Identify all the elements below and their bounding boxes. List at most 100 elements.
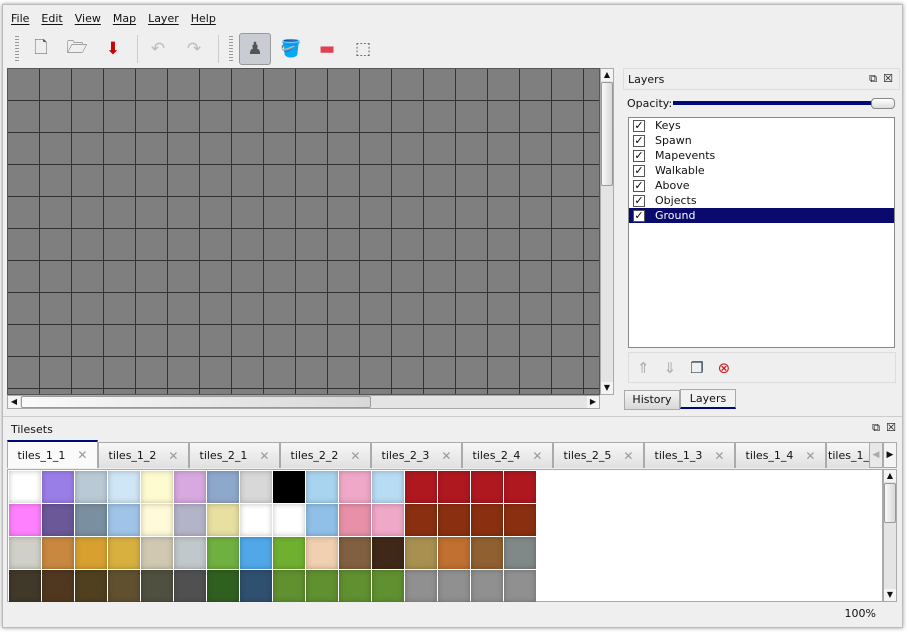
open-folder-button[interactable]: 🗁 [61,33,93,65]
layer-row[interactable]: ✓ Above [629,178,894,193]
tile[interactable] [42,471,74,503]
tile[interactable] [471,471,503,503]
tile[interactable] [438,537,470,569]
tile[interactable] [372,570,404,602]
tile[interactable] [240,504,272,536]
scroll-down-icon[interactable]: ▼ [884,589,896,601]
layer-visibility-checkbox[interactable]: ✓ [633,193,645,207]
tile[interactable] [405,504,437,536]
tileset-tab[interactable]: tiles_2_5 ✕ [553,442,644,468]
redo-button[interactable]: ↷ [178,33,210,65]
layer-visibility-checkbox[interactable]: ✓ [633,208,645,222]
tile[interactable] [207,570,239,602]
close-tab-icon[interactable]: ✕ [805,448,816,463]
scroll-right-icon[interactable]: ▶ [587,396,599,408]
tileset-tab[interactable]: tiles_1_3 ✕ [644,442,735,468]
tile[interactable] [504,504,536,536]
tile[interactable] [273,570,305,602]
close-tab-icon[interactable]: ✕ [350,448,361,463]
float-panel-icon[interactable]: ⧉ [872,421,880,434]
tile[interactable] [438,570,470,602]
bucket-fill-button[interactable]: 🪣 [275,33,307,65]
tile[interactable] [9,471,41,503]
menu-map[interactable]: Map [112,12,137,25]
close-tab-icon[interactable]: ✕ [441,448,452,463]
remove-layer-icon[interactable]: ⊗ [717,358,731,377]
tile[interactable] [9,537,41,569]
move-layer-up-icon[interactable]: ⇑ [637,358,650,377]
tile[interactable] [240,537,272,569]
tile[interactable] [141,537,173,569]
tile[interactable] [108,504,140,536]
tile[interactable] [273,537,305,569]
stamp-brush-button[interactable]: ♟ [239,33,271,65]
scroll-thumb[interactable] [21,396,371,408]
tile[interactable] [273,504,305,536]
layer-visibility-checkbox[interactable]: ✓ [633,118,645,132]
tile[interactable] [438,504,470,536]
move-layer-down-icon[interactable]: ⇓ [663,358,677,377]
menu-file[interactable]: File [11,12,30,25]
scroll-up-icon[interactable]: ▲ [601,69,613,81]
close-tab-icon[interactable]: ✕ [714,448,725,463]
tile[interactable] [504,537,536,569]
tileset-tab[interactable]: tiles_1_1 ✕ [7,440,98,468]
tab-layers[interactable]: Layers [680,389,736,409]
close-panel-icon[interactable]: ☒ [883,72,893,85]
tile[interactable] [372,504,404,536]
close-tab-icon[interactable]: ✕ [623,448,634,463]
close-tab-icon[interactable]: ✕ [532,448,543,463]
close-tab-icon[interactable]: ✕ [259,448,270,463]
rect-select-button[interactable]: ⬚ [347,33,379,65]
tileset-vertical-scrollbar[interactable]: ▲ ▼ [883,469,897,602]
tile[interactable] [174,570,206,602]
close-tab-icon[interactable]: ✕ [77,448,88,462]
tabs-scroll-right-icon[interactable]: ▶ [883,442,897,468]
tileset-tab[interactable]: tiles_1_ [826,442,871,468]
tile[interactable] [141,570,173,602]
tile[interactable] [42,504,74,536]
menu-help[interactable]: Help [190,12,216,25]
scroll-thumb[interactable] [884,483,896,523]
tile[interactable] [240,471,272,503]
scroll-down-icon[interactable]: ▼ [601,382,613,394]
eraser-button[interactable]: ▬ [311,33,343,65]
tile[interactable] [471,504,503,536]
tile[interactable] [174,537,206,569]
tile[interactable] [174,504,206,536]
tileset-tab[interactable]: tiles_2_1 ✕ [189,442,280,468]
tile[interactable] [42,570,74,602]
tile[interactable] [207,504,239,536]
map-vertical-scrollbar[interactable]: ▲ ▼ [600,68,614,395]
tile[interactable] [141,471,173,503]
tile[interactable] [174,471,206,503]
tile[interactable] [75,537,107,569]
tile[interactable] [339,537,371,569]
scroll-up-icon[interactable]: ▲ [884,470,896,482]
tile[interactable] [207,537,239,569]
tile[interactable] [9,570,41,602]
layer-row[interactable]: ✓ Mapevents [629,148,894,163]
tileset-tab[interactable]: tiles_1_2 ✕ [98,442,189,468]
tile[interactable] [339,570,371,602]
tile[interactable] [372,471,404,503]
menu-edit[interactable]: Edit [41,12,63,25]
tile[interactable] [9,504,41,536]
tile[interactable] [207,471,239,503]
tileset-tab[interactable]: tiles_2_2 ✕ [280,442,371,468]
layer-visibility-checkbox[interactable]: ✓ [633,163,645,177]
save-button[interactable]: ⬇ [97,33,129,65]
tile[interactable] [438,471,470,503]
layer-row[interactable]: ✓ Ground [629,208,894,223]
tile[interactable] [471,537,503,569]
tileset-tab[interactable]: tiles_1_4 ✕ [735,442,826,468]
layer-visibility-checkbox[interactable]: ✓ [633,148,645,162]
close-tab-icon[interactable]: ✕ [168,448,179,463]
layer-row[interactable]: ✓ Keys [629,118,894,133]
tile[interactable] [75,504,107,536]
tile[interactable] [372,537,404,569]
tile[interactable] [405,570,437,602]
tile[interactable] [504,570,536,602]
duplicate-layer-icon[interactable]: ❐ [690,358,704,377]
toolbar-grip[interactable] [15,36,19,62]
